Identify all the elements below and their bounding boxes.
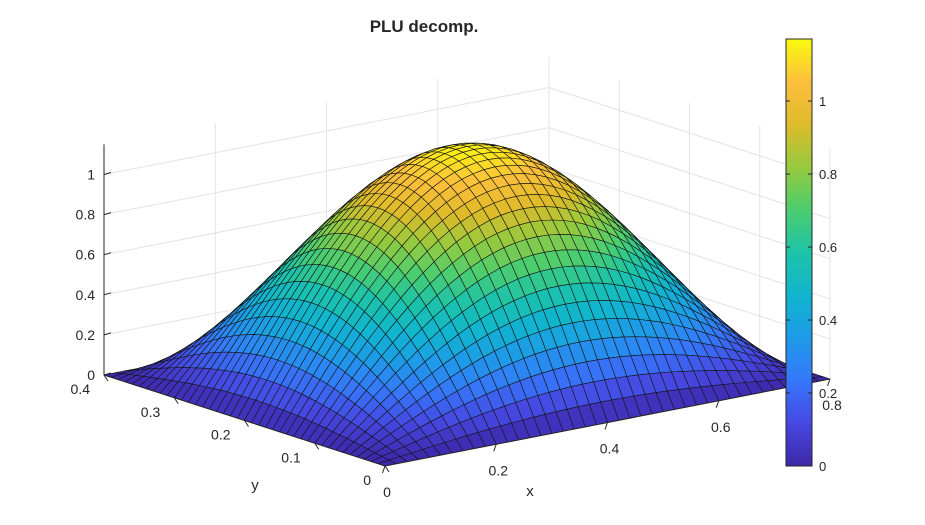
z-tick-mark bbox=[103, 292, 112, 296]
colorbar-tick-label: 0 bbox=[819, 459, 826, 474]
x-tick-label: 0.2 bbox=[489, 462, 509, 478]
z-tick-label: 0.2 bbox=[76, 327, 96, 343]
colorbar-tick-label: 0.2 bbox=[819, 386, 837, 401]
z-tick-mark bbox=[103, 372, 112, 376]
y-tick-mark bbox=[384, 465, 390, 473]
z-tick-label: 0.8 bbox=[76, 207, 96, 223]
colorbar-tick-label: 0.6 bbox=[819, 240, 837, 255]
colorbar-tick-label: 0.4 bbox=[819, 313, 837, 328]
z-tick-mark bbox=[103, 332, 112, 336]
y-tick-label: 0 bbox=[363, 472, 371, 488]
z-tick-label: 0.4 bbox=[76, 287, 96, 303]
z-tick-mark bbox=[103, 252, 112, 256]
z-tick-mark bbox=[103, 172, 112, 175]
surface-plot bbox=[103, 142, 831, 467]
colorbar-tick-label: 1 bbox=[819, 94, 826, 109]
colorbar-tick-label: 0.8 bbox=[819, 167, 837, 182]
y-tick-mark bbox=[314, 442, 320, 450]
z-tick-label: 1 bbox=[87, 167, 95, 183]
z-tick-label: 0 bbox=[87, 367, 95, 383]
tick-labels: 00.20.40.60.800.10.20.30.400.20.40.60.81 bbox=[71, 167, 842, 501]
x-tick-label: 0.4 bbox=[600, 441, 620, 457]
y-tick-mark bbox=[173, 397, 179, 405]
y-axis-label: y bbox=[251, 477, 259, 494]
y-tick-mark bbox=[244, 420, 249, 427]
x-tick-mark bbox=[493, 444, 497, 452]
x-tick-mark bbox=[827, 378, 831, 387]
chart-title: PLU decomp. bbox=[370, 17, 479, 36]
z-tick-mark bbox=[103, 212, 112, 216]
y-tick-label: 0.3 bbox=[141, 404, 161, 420]
x-tick-mark bbox=[382, 465, 386, 474]
x-axis-label: x bbox=[526, 483, 534, 500]
axes-frame bbox=[103, 144, 831, 474]
y-tick-mark bbox=[103, 374, 109, 382]
z-tick-label: 0.6 bbox=[76, 247, 96, 263]
x-tick-mark bbox=[715, 400, 720, 408]
x-tick-mark bbox=[604, 422, 608, 430]
x-tick-label: 0 bbox=[383, 484, 391, 500]
colorbar-gradient bbox=[785, 38, 813, 467]
y-tick-label: 0.2 bbox=[211, 427, 231, 443]
colorbar: 0 0.2 0.4 0.6 0.8 1 bbox=[785, 38, 837, 474]
x-tick-label: 0.8 bbox=[822, 397, 842, 413]
y-tick-label: 0.1 bbox=[281, 449, 301, 465]
y-tick-label: 0.4 bbox=[71, 381, 91, 397]
x-tick-label: 0.6 bbox=[711, 419, 731, 435]
